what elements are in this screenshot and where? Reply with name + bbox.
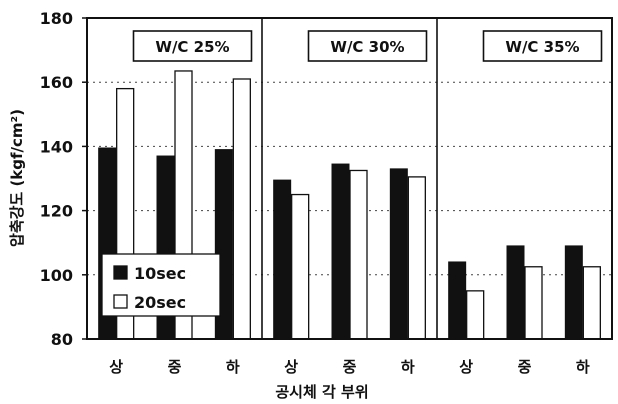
legend-label: 10sec bbox=[134, 264, 186, 283]
y-axis-label: 압축강도 (kgf/cm²) bbox=[8, 109, 26, 247]
bar-20sec bbox=[407, 176, 426, 340]
panel-title: W/C 35% bbox=[505, 38, 579, 56]
legend: 10sec 20sec bbox=[101, 253, 221, 317]
x-axis-label: 공시체 각 부위 bbox=[275, 383, 368, 401]
bar-10sec bbox=[564, 245, 583, 340]
plot-border bbox=[86, 17, 613, 340]
bar-20sec bbox=[582, 266, 601, 340]
legend-swatch bbox=[113, 265, 128, 280]
panel-title: W/C 25% bbox=[155, 38, 229, 56]
y-tick-label: 100 bbox=[40, 266, 73, 285]
x-tick-label: 상 bbox=[284, 358, 298, 376]
bar-20sec bbox=[524, 266, 543, 340]
x-tick-label: 하 bbox=[401, 358, 415, 376]
plot-frame bbox=[82, 17, 613, 340]
panel-title: W/C 30% bbox=[330, 38, 404, 56]
y-tick-label: 160 bbox=[40, 73, 73, 92]
bar-20sec bbox=[291, 193, 310, 340]
y-tick-labels: 80 100 120 140 160 180 bbox=[40, 9, 73, 349]
legend-label: 20sec bbox=[134, 293, 186, 312]
legend-swatch bbox=[113, 294, 128, 309]
y-tick-label: 120 bbox=[40, 202, 73, 221]
panel-title-box bbox=[132, 30, 253, 62]
bar-10sec bbox=[389, 168, 408, 340]
x-tick-label: 상 bbox=[459, 358, 473, 376]
x-tick-label: 상 bbox=[109, 358, 123, 376]
x-tick-label: 중 bbox=[518, 358, 532, 376]
bar-10sec bbox=[448, 261, 467, 340]
bar-20sec bbox=[466, 290, 485, 340]
panel-titles: W/C 25% W/C 30% W/C 35% bbox=[132, 30, 603, 62]
x-tick-label: 하 bbox=[226, 358, 240, 376]
bar-10sec bbox=[273, 179, 292, 340]
x-tick-label: 중 bbox=[343, 358, 357, 376]
x-tick-label: 중 bbox=[168, 358, 182, 376]
x-tick-label: 하 bbox=[576, 358, 590, 376]
y-tick-label: 180 bbox=[40, 9, 73, 28]
bar-20sec bbox=[232, 78, 251, 340]
y-tick-label: 80 bbox=[51, 330, 73, 349]
bar-10sec bbox=[506, 245, 525, 340]
panel-title-box bbox=[307, 30, 428, 62]
y-tick-label: 140 bbox=[40, 137, 73, 156]
bar-20sec bbox=[349, 169, 368, 340]
panel-title-box bbox=[482, 30, 603, 62]
bar-10sec bbox=[331, 163, 350, 340]
